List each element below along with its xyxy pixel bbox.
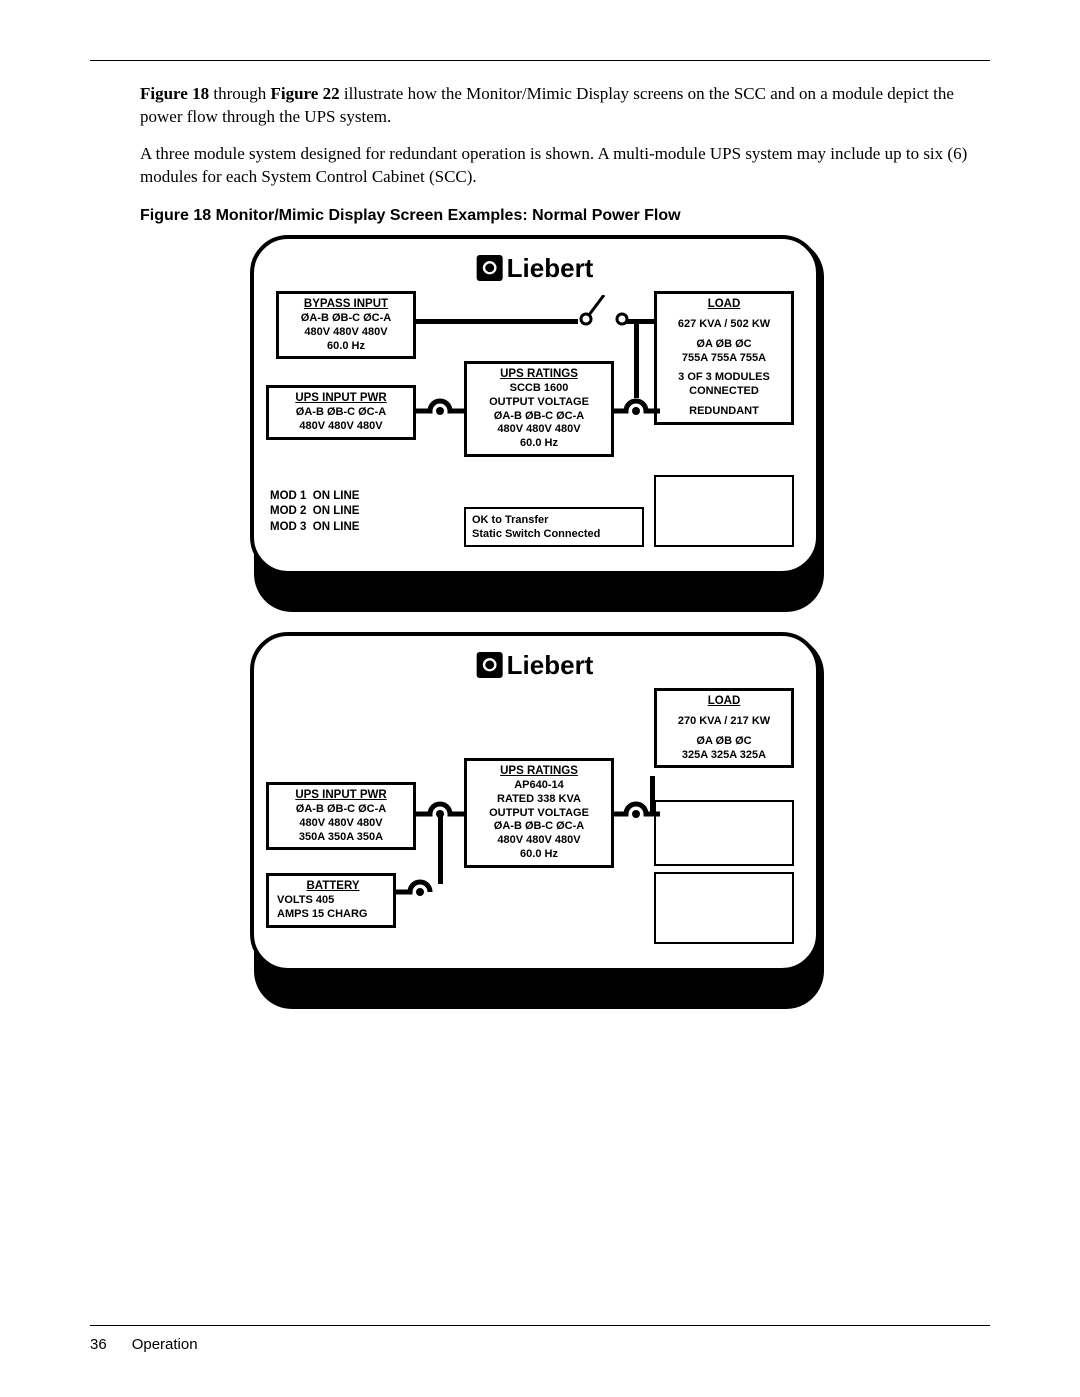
liebert-logo-icon: ⭘ xyxy=(477,255,503,281)
module-load-box: LOAD 270 KVA / 217 KW ØA ØB ØC 325A 325A… xyxy=(654,688,794,769)
mod-status: MOD 1 ON LINE MOD 2 ON LINE MOD 3 ON LIN… xyxy=(270,489,359,536)
conn-vert xyxy=(634,323,639,398)
ups-ratings-box: UPS RATINGS SCCB 1600 OUTPUT VOLTAGE ØA-… xyxy=(464,361,614,457)
ups-input-conn-icon xyxy=(416,395,466,427)
module-label: Module xyxy=(250,982,820,1005)
module-ups-input-box: UPS INPUT PWR ØA-B ØB-C ØC-A 480V 480V 4… xyxy=(266,782,416,851)
bottom-rule xyxy=(90,1325,990,1326)
scc-label: SCC xyxy=(250,585,820,608)
ratings-load-conn-icon xyxy=(614,395,660,427)
module-panel: ⭘ Liebert UPS INPUT PWR ØA-B ØB-C ØC-A 4… xyxy=(250,632,820,972)
battery-conn-vert xyxy=(438,814,443,884)
conn-bypass xyxy=(416,319,578,324)
page-number: 36 xyxy=(90,1336,107,1353)
top-rule xyxy=(90,60,990,61)
battery-box: BATTERY VOLTS 405 AMPS 15 CHARG xyxy=(266,873,396,928)
conn-bypass-2 xyxy=(626,319,656,324)
empty-box xyxy=(654,475,794,547)
open-switch-icon xyxy=(578,295,630,327)
status-box: OK to Transfer Static Switch Connected xyxy=(464,507,644,548)
ups-input-box: UPS INPUT PWR ØA-B ØB-C ØC-A 480V 480V 4… xyxy=(266,385,416,440)
intro-para-2: A three module system designed for redun… xyxy=(140,143,990,189)
fig-ref-22: Figure 22 xyxy=(271,84,340,103)
section-name: Operation xyxy=(132,1336,198,1353)
scc-panel: ⭘ Liebert BYPASS INPUT ØA-B ØB-C ØC-A 48… xyxy=(250,235,820,575)
liebert-logo: ⭘ Liebert xyxy=(477,253,594,284)
bypass-input-box: BYPASS INPUT ØA-B ØB-C ØC-A 480V 480V 48… xyxy=(276,291,416,360)
liebert-logo-text: Liebert xyxy=(507,253,594,284)
module-empty-2 xyxy=(654,872,794,944)
load-box: LOAD 627 KVA / 502 KW ØA ØB ØC 755A 755A… xyxy=(654,291,794,425)
liebert-logo-text-2: Liebert xyxy=(507,650,594,681)
liebert-logo-icon-2: ⭘ xyxy=(477,652,503,678)
liebert-logo-2: ⭘ Liebert xyxy=(477,650,594,681)
page-footer: 36 Operation xyxy=(90,1325,990,1353)
module-empty-1 xyxy=(654,800,794,866)
figure-caption: Figure 18 Monitor/Mimic Display Screen E… xyxy=(140,207,990,225)
module-conn-vert xyxy=(650,776,655,816)
fig-ref-18: Figure 18 xyxy=(140,84,209,103)
intro-para-1: Figure 18 through Figure 22 illustrate h… xyxy=(140,83,990,129)
module-ratings-box: UPS RATINGS AP640-14 RATED 338 KVA OUTPU… xyxy=(464,758,614,868)
